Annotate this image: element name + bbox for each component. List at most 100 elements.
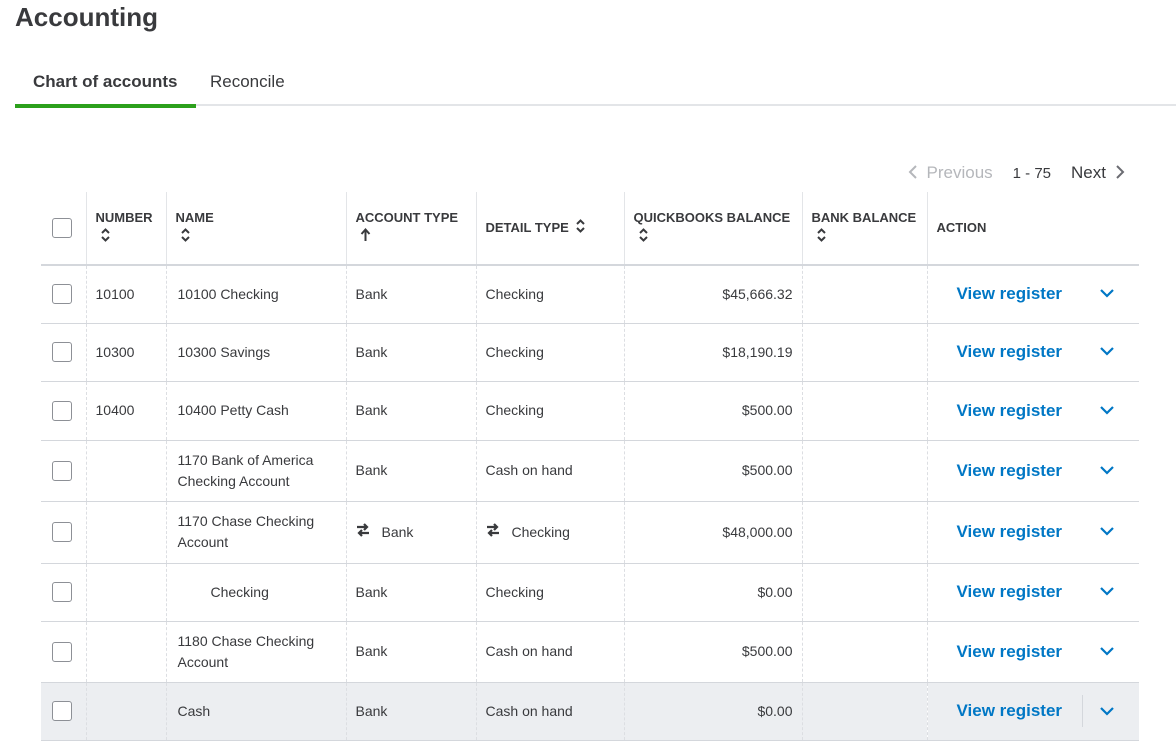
column-header[interactable]: NUMBER [85, 192, 166, 266]
account-row: 1180 Chase Checking Account Bank Cash on h… [41, 621, 1139, 683]
sort-icon[interactable] [360, 227, 467, 248]
view-register-link[interactable]: View register [956, 342, 1063, 361]
quickbooks-balance: $45,666.32 [722, 285, 793, 302]
account-name: 1180 Chase Checking Account [177, 632, 315, 670]
balance-cell: $500.00 [623, 621, 802, 683]
action-dropdown[interactable] [1099, 462, 1115, 484]
checkbox[interactable] [52, 400, 72, 421]
column-label: ACTION [936, 220, 987, 235]
select-cell [41, 440, 86, 502]
view-register-link[interactable]: View register [956, 701, 1063, 720]
header-row: NUMBER NAME ACCOUNT TYPE DETAIL TYPE QUICKBO… [41, 192, 1139, 266]
checkbox[interactable] [52, 284, 72, 305]
number-cell [85, 621, 166, 683]
account-type: Bank [355, 462, 388, 478]
page-title: Accounting [15, 2, 158, 32]
sort-icon[interactable] [180, 227, 337, 248]
detail-type: Checking [485, 583, 544, 600]
checkbox[interactable] [52, 701, 72, 721]
previous-label: Previous [926, 163, 993, 182]
account-row: 1170 Chase Checking Account Bank Checking $… [41, 501, 1139, 564]
number-cell: 10100 [85, 265, 166, 324]
column-header[interactable]: BANK BALANCE [801, 192, 927, 266]
account-name: 10400 Petty Cash [177, 402, 289, 418]
action-dropdown[interactable] [1099, 643, 1115, 665]
linked-icon [356, 522, 370, 540]
detail-type: Checking [485, 343, 544, 360]
select-cell [41, 563, 86, 622]
number-cell [85, 682, 166, 741]
account-type: Bank [355, 583, 388, 600]
quickbooks-balance: $500.00 [741, 643, 793, 659]
accounts-table: NUMBER NAME ACCOUNT TYPE DETAIL TYPE QUICKBO… [41, 192, 1139, 741]
account-row: 1170 Bank of America Checking Account Ban… [41, 440, 1139, 502]
quickbooks-balance: $500.00 [741, 402, 793, 418]
bank-balance-cell [801, 682, 927, 741]
tab[interactable]: Chart of accounts [15, 72, 196, 108]
account-number: 10300 [95, 343, 135, 360]
pagination: Previous 1 - 75 Next [907, 163, 1126, 183]
checkbox[interactable] [52, 342, 72, 362]
detail-type-cell: Cash on hand [475, 440, 624, 502]
account-name: 1170 Chase Checking Account [177, 513, 315, 550]
action-cell: View register [926, 563, 1139, 622]
next-button[interactable]: Next [1071, 163, 1126, 183]
checkbox[interactable] [52, 460, 72, 481]
previous-button[interactable]: Previous [907, 163, 993, 183]
view-register-link[interactable]: View register [956, 400, 1063, 420]
view-register-link[interactable]: View register [956, 522, 1063, 541]
name-cell: 10300 Savings [165, 323, 346, 382]
detail-type-cell: Checking [475, 323, 624, 382]
account-type-cell: Bank [345, 381, 476, 441]
checkbox[interactable] [52, 522, 72, 542]
account-type-cell: Bank [345, 682, 476, 741]
balance-cell: $0.00 [623, 682, 802, 741]
account-name: 10100 Checking [177, 285, 279, 302]
column-header[interactable]: ACCOUNT TYPE [345, 192, 476, 266]
select-cell [41, 323, 86, 382]
view-register-link[interactable]: View register [956, 582, 1063, 601]
account-type: Bank [355, 285, 388, 302]
tab-bar: Chart of accounts Reconcile [15, 64, 1176, 108]
action-dropdown[interactable] [1099, 523, 1115, 545]
view-register-link[interactable]: View register [956, 641, 1063, 661]
quickbooks-balance: $18,190.19 [722, 343, 793, 360]
detail-type-cell: Cash on hand [475, 621, 624, 683]
select-cell [41, 682, 86, 741]
view-register-link[interactable]: View register [956, 460, 1063, 480]
tab[interactable]: Reconcile [210, 72, 285, 91]
bank-balance-cell [801, 563, 927, 622]
column-header[interactable]: DETAIL TYPE [475, 192, 624, 266]
account-type: Bank [381, 523, 414, 540]
select-cell [41, 621, 86, 683]
column-label: BANK BALANCE [811, 209, 917, 225]
next-label: Next [1071, 163, 1106, 182]
action-dropdown[interactable] [1099, 402, 1115, 424]
view-register-link[interactable]: View register [956, 284, 1063, 304]
action-dropdown[interactable] [1099, 343, 1115, 365]
account-name: 10300 Savings [177, 343, 271, 360]
bank-balance-cell [801, 440, 927, 502]
name-cell: 10400 Petty Cash [165, 381, 346, 441]
sort-icon[interactable] [638, 227, 793, 248]
checkbox[interactable] [52, 582, 72, 602]
balance-cell: $0.00 [623, 563, 802, 622]
account-number: 10400 [95, 402, 135, 418]
checkbox[interactable] [52, 218, 72, 238]
detail-type-cell: Checking [475, 265, 624, 324]
column-header[interactable]: QUICKBOOKS BALANCE [623, 192, 802, 266]
action-dropdown[interactable] [1099, 285, 1115, 307]
action-dropdown[interactable] [1099, 583, 1115, 605]
account-type-cell: Bank [345, 265, 476, 324]
sort-icon[interactable] [100, 227, 157, 248]
sort-icon[interactable] [816, 227, 918, 248]
sort-icon[interactable] [575, 218, 586, 239]
name-cell: 1170 Chase Checking Account [165, 501, 346, 564]
action-cell: View register [926, 323, 1139, 382]
action-dropdown[interactable] [1082, 695, 1115, 727]
linked-icon [486, 522, 500, 540]
bank-balance-cell [801, 323, 927, 382]
name-cell: 10100 Checking [165, 265, 346, 324]
checkbox[interactable] [52, 641, 72, 662]
column-header[interactable]: NAME [165, 192, 346, 266]
